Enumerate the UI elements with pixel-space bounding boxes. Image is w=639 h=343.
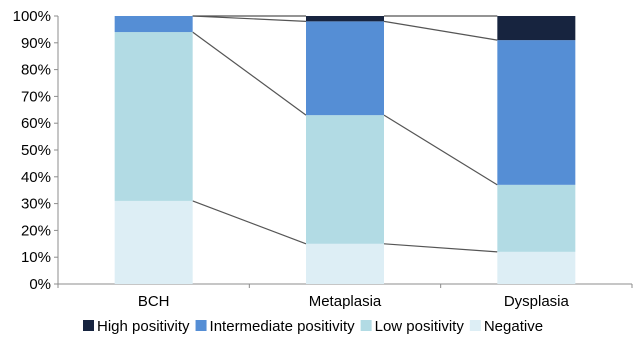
y-tick-label: 60% xyxy=(21,115,51,132)
y-tick-label: 70% xyxy=(21,88,51,105)
x-category-label: Dysplasia xyxy=(504,293,570,310)
legend-label: Negative xyxy=(484,318,543,335)
y-tick-label: 20% xyxy=(21,222,51,239)
legend-label: High positivity xyxy=(97,318,190,335)
y-tick-label: 90% xyxy=(21,35,51,52)
connector-lines xyxy=(192,15,498,253)
y-tick-label: 50% xyxy=(21,142,51,159)
bar-segment-negative xyxy=(114,200,193,284)
legend-swatch xyxy=(469,320,481,331)
connector-line xyxy=(383,243,498,253)
bar-segment-intermediate-positivity xyxy=(114,16,193,33)
y-tick-label: 100% xyxy=(13,8,51,25)
bars xyxy=(114,16,576,284)
y-tick-label: 10% xyxy=(21,249,51,266)
y-tick-label: 0% xyxy=(29,276,51,293)
connector-line xyxy=(383,114,498,186)
bar-segment-high-positivity xyxy=(306,16,384,22)
legend-swatch xyxy=(83,320,94,331)
y-tick-label: 30% xyxy=(21,196,51,213)
connector-line xyxy=(383,20,498,41)
bar-segment-intermediate-positivity xyxy=(306,21,384,116)
bar-segment-high-positivity xyxy=(497,16,576,41)
axes: 0% 10% 20% 30% 40% 50% 60% 70% 80% 90% 100% xyxy=(13,8,633,293)
bar-segment-low-positivity xyxy=(497,184,576,252)
x-category-label: Metaplasia xyxy=(309,293,382,310)
bar-segment-negative xyxy=(306,243,384,284)
legend-label: Intermediate positivity xyxy=(210,318,356,335)
connector-line xyxy=(192,15,307,22)
connector-line xyxy=(192,200,307,245)
legend: High positivity Intermediate positivity Lo… xyxy=(83,318,543,335)
bar-segment-intermediate-positivity xyxy=(497,40,576,185)
y-tick-label: 40% xyxy=(21,169,51,186)
y-tick-label: 80% xyxy=(21,62,51,79)
x-category-label: BCH xyxy=(138,293,170,310)
bar-segment-low-positivity xyxy=(114,32,193,201)
connector-line xyxy=(192,31,307,116)
category-labels: BCH Metaplasia Dysplasia xyxy=(138,293,570,310)
legend-label: Low positivity xyxy=(375,318,465,335)
legend-swatch xyxy=(195,320,207,331)
legend-swatch xyxy=(360,320,372,331)
bar-segment-negative xyxy=(497,251,576,284)
bar-segment-low-positivity xyxy=(306,115,384,244)
